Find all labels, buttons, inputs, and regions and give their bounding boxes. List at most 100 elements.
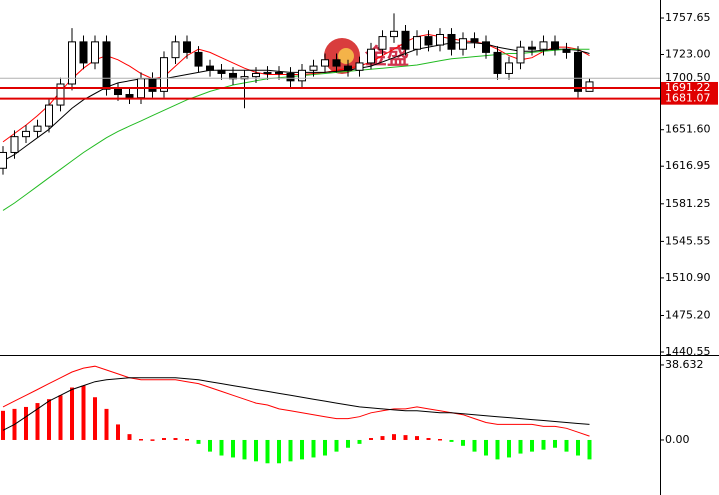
candle-body <box>102 41 111 90</box>
macd-bar <box>231 439 235 458</box>
macd-bar <box>587 439 592 460</box>
candle-body <box>447 33 456 50</box>
macd-bar <box>81 385 86 440</box>
macd-bar <box>173 438 178 440</box>
macd-bar <box>449 439 454 442</box>
macd-bar <box>265 439 270 464</box>
candle-body <box>286 72 295 82</box>
candle-body <box>332 59 341 67</box>
macd-bar <box>219 439 224 456</box>
macd-bar <box>507 439 511 458</box>
macd-bar <box>403 435 408 440</box>
macd-bar <box>484 439 488 456</box>
current-price-box <box>661 72 718 85</box>
macd-bar <box>150 439 155 441</box>
macd-bar <box>104 408 109 440</box>
candle-body <box>22 130 30 138</box>
candle-body <box>217 69 226 74</box>
macd-bar <box>438 439 442 441</box>
macd-bar <box>553 439 557 448</box>
candle-body <box>459 38 467 50</box>
macd-bar <box>277 439 281 464</box>
candle-body <box>148 78 157 92</box>
candle-body <box>91 41 99 64</box>
y-tick-label: 1581.25 <box>665 197 711 210</box>
macd-bar <box>254 439 258 462</box>
macd-bar <box>495 439 500 460</box>
candle-body <box>275 71 283 74</box>
candle-body <box>505 62 513 74</box>
macd-bar <box>47 399 51 440</box>
macd-bar <box>461 439 465 446</box>
macd-bar <box>346 439 350 448</box>
macd-bar <box>24 406 28 440</box>
price-line-label: 1691.22 <box>665 81 711 94</box>
y-tick-label: 1616.95 <box>665 159 711 172</box>
macd-bar <box>35 403 40 440</box>
candle-body <box>125 94 134 99</box>
macd-bar <box>564 439 569 452</box>
macd-bar <box>323 439 327 456</box>
candle-body <box>574 51 582 92</box>
candle-body <box>528 46 536 50</box>
macd-line <box>2 377 590 431</box>
macd-bar <box>139 439 143 441</box>
macd-bar <box>426 438 431 440</box>
candle-body <box>562 48 571 53</box>
macd-bar <box>127 434 132 440</box>
candle-body <box>0 151 7 169</box>
candle-body <box>206 65 214 71</box>
macd-bar <box>392 434 396 440</box>
candle-body <box>45 104 53 127</box>
candle-body <box>68 41 76 85</box>
candle-body <box>344 65 352 71</box>
macd-bar <box>162 438 166 440</box>
y-tick-label: 38.632 <box>665 358 704 371</box>
candle-body <box>33 125 42 132</box>
candle-body <box>482 41 490 53</box>
macd-bar <box>472 439 477 452</box>
macd-bar <box>116 424 120 440</box>
macd-bar <box>334 439 339 452</box>
candle-body <box>424 36 433 46</box>
candle-body <box>183 41 191 53</box>
candle-body <box>585 81 594 92</box>
y-tick-label: 1545.55 <box>665 234 711 247</box>
macd-bar <box>70 387 74 440</box>
candle-body <box>240 76 249 80</box>
current-price-label: 1700.50 <box>665 71 711 84</box>
candle-body <box>367 48 375 64</box>
y-tick-label: 1510.90 <box>665 271 711 284</box>
macd-bar <box>58 395 63 440</box>
candle-body <box>516 46 525 64</box>
candle-body <box>493 51 502 74</box>
candle-body <box>321 59 329 67</box>
macd-line <box>2 365 590 437</box>
candle-body <box>171 41 180 59</box>
candle-body <box>355 62 364 71</box>
candle-body <box>229 72 237 80</box>
y-tick-label: 1757.65 <box>665 11 711 24</box>
price-line-box <box>661 92 718 105</box>
candle-body <box>298 69 306 82</box>
candle-body <box>114 88 122 96</box>
macd-bar <box>541 439 546 450</box>
macd-bar <box>415 436 419 440</box>
candle-body <box>539 41 548 50</box>
candle-body <box>56 83 65 106</box>
candle-body <box>194 51 203 67</box>
y-tick-label: 1651.60 <box>665 123 711 136</box>
macd-bar <box>1 410 5 440</box>
macd-bar <box>242 439 247 460</box>
candle-body <box>401 30 410 50</box>
candle-body <box>79 41 88 64</box>
candle-body <box>436 33 444 46</box>
macd-bar <box>185 439 189 441</box>
macd-bar <box>311 439 316 458</box>
candle-body <box>10 136 19 153</box>
macd-bar <box>93 397 97 440</box>
macd-bar <box>530 439 534 452</box>
candle-body <box>378 36 387 50</box>
macd-bar <box>288 439 293 462</box>
